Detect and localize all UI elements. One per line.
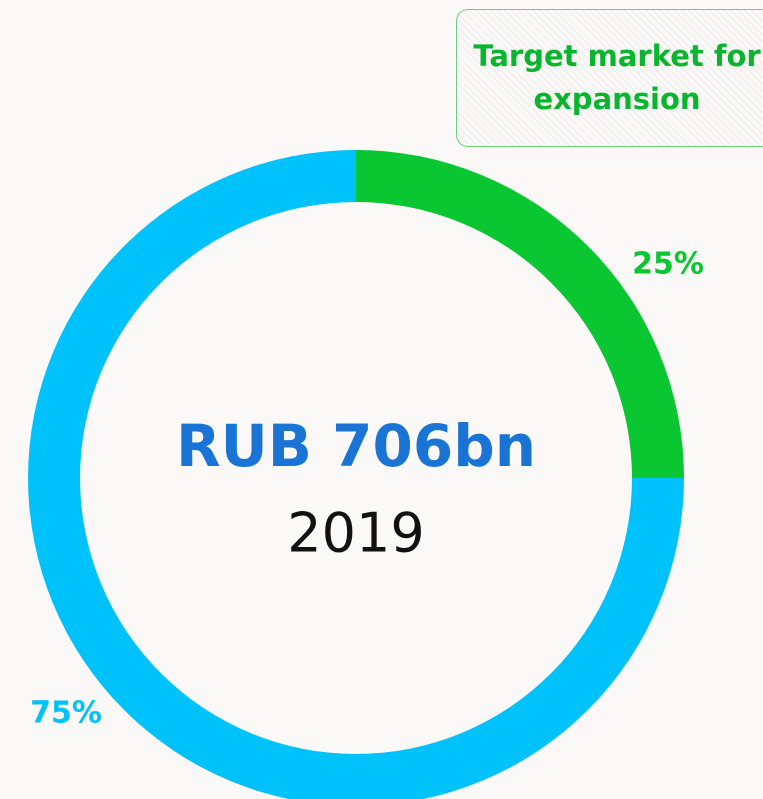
value-label: 75% xyxy=(30,696,102,731)
slice xyxy=(356,150,684,478)
center-text: RUB 706bn xyxy=(176,412,536,480)
center-subtext: 2019 xyxy=(287,502,424,565)
value-label: 25% xyxy=(632,247,704,282)
annotation: Target market for expansion xyxy=(473,39,761,116)
annotation-box: Target market for expansion xyxy=(456,9,763,147)
